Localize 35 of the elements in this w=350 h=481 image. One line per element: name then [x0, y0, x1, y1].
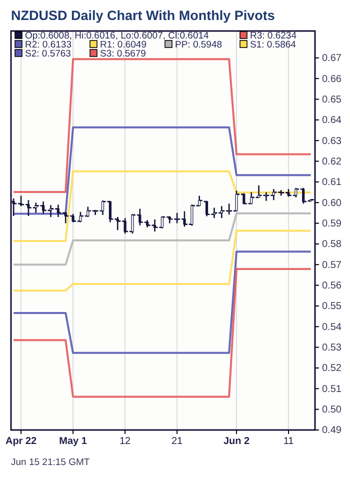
legend-label: Op:0.6008, Hi:0.6016, Lo:0.6007, Cl:0.6014 — [25, 30, 209, 42]
legend-label: R1: 0.6049 — [100, 40, 146, 50]
y-tick-label: 0.52 — [322, 363, 342, 374]
legend-label: R2: 0.6133 — [25, 40, 72, 50]
legend-label: R3: 0.6234 — [250, 30, 296, 42]
text: Jun 15 21:15 GMT — [11, 457, 90, 468]
legend-label: S1: 0.5864 — [250, 40, 296, 50]
y-tick-label: 0.55 — [322, 301, 342, 312]
y-tick-label: 0.67 — [322, 53, 342, 64]
x-tick-label: Jun 2 — [223, 436, 250, 448]
y-tick-label: 0.60 — [322, 198, 342, 209]
y-tick-label: 0.57 — [322, 260, 342, 271]
y-tick-label: 0.54 — [322, 322, 342, 333]
legend-label: S3: 0.5679 — [100, 48, 146, 60]
y-tick-label: 0.58 — [322, 239, 342, 250]
x-tick-label: 21 — [171, 436, 184, 448]
y-tick-label: 0.62 — [322, 156, 342, 168]
chart-title: NZDUSD Daily Chart With Monthly Pivots — [11, 8, 275, 23]
y-tick-label: 0.56 — [322, 280, 342, 292]
y-tick-label: 0.63 — [322, 136, 342, 147]
y-tick-label: 0.59 — [322, 218, 342, 230]
x-tick-label: 12 — [119, 436, 132, 448]
y-tick-label: 0.65 — [322, 94, 342, 106]
y-tick-label: 0.64 — [322, 115, 342, 126]
x-tick-label: 11 — [283, 436, 294, 448]
legend-label: PP: 0.5948 — [175, 40, 222, 50]
legend-label: S2: 0.5763 — [25, 48, 71, 60]
y-tick-label: 0.49 — [322, 425, 342, 436]
x-tick-label: May 1 — [59, 436, 88, 448]
y-tick-label: 0.51 — [322, 384, 342, 395]
y-tick-label: 0.66 — [322, 74, 342, 85]
y-tick-label: 0.50 — [322, 404, 342, 416]
y-tick-label: 0.53 — [322, 342, 342, 354]
x-tick-label: Apr 22 — [5, 436, 38, 448]
y-tick-label: 0.61 — [322, 177, 342, 188]
